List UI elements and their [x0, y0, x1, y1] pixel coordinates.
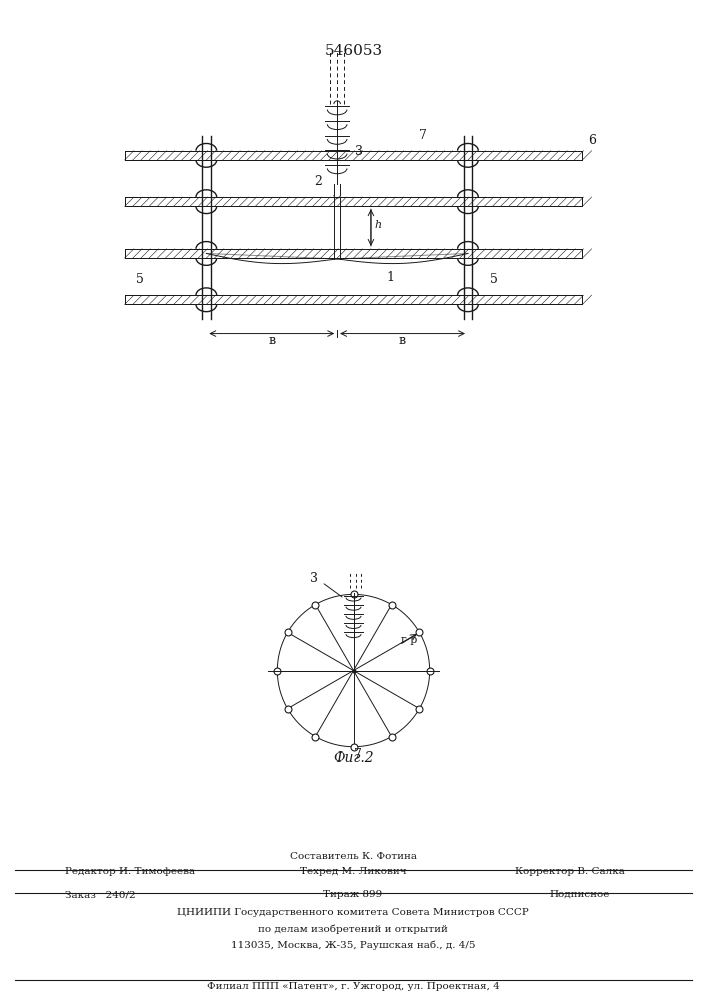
- Text: в: в: [268, 334, 275, 347]
- Bar: [124, 249, 583, 258]
- Text: Редактор И. Тимофеева: Редактор И. Тимофеева: [65, 867, 195, 876]
- Bar: [124, 295, 583, 304]
- Bar: [124, 197, 583, 206]
- Text: Корректор В. Салка: Корректор В. Салка: [515, 867, 625, 876]
- Text: Составитель К. Фотина: Составитель К. Фотина: [289, 852, 416, 861]
- Text: 2: 2: [314, 175, 322, 188]
- Text: ЦНИИПИ Государственного комитета Совета Министров СССР: ЦНИИПИ Государственного комитета Совета …: [177, 908, 529, 917]
- Bar: [124, 151, 583, 160]
- Text: 5: 5: [490, 273, 498, 286]
- Bar: [124, 151, 583, 160]
- Text: 7: 7: [354, 748, 362, 761]
- Bar: [124, 249, 583, 258]
- Text: Фиг.2: Фиг.2: [333, 751, 374, 765]
- Text: 1: 1: [386, 271, 395, 284]
- Text: 5: 5: [136, 273, 144, 286]
- Text: в: в: [399, 334, 406, 347]
- Text: 3: 3: [310, 572, 317, 585]
- Text: Техред М. Ликович: Техред М. Ликович: [300, 867, 407, 876]
- Text: h: h: [375, 220, 382, 230]
- Text: Подписное: Подписное: [550, 890, 610, 899]
- Bar: [124, 197, 583, 206]
- Text: Заказ   240/2: Заказ 240/2: [64, 890, 135, 899]
- Text: 546053: 546053: [325, 44, 382, 58]
- Text: по делам изобретений и открытий: по делам изобретений и открытий: [258, 924, 448, 934]
- Text: 3: 3: [355, 145, 363, 158]
- Text: 6: 6: [588, 134, 596, 147]
- Text: 7: 7: [419, 129, 427, 142]
- Text: г р: г р: [401, 635, 417, 645]
- Text: Филиал ППП «Патент», г. Ужгород, ул. Проектная, 4: Филиал ППП «Патент», г. Ужгород, ул. Про…: [206, 982, 499, 991]
- Bar: [124, 295, 583, 304]
- Text: Тираж 899: Тираж 899: [323, 890, 382, 899]
- Text: 113035, Москва, Ж-35, Раушская наб., д. 4/5: 113035, Москва, Ж-35, Раушская наб., д. …: [230, 940, 475, 950]
